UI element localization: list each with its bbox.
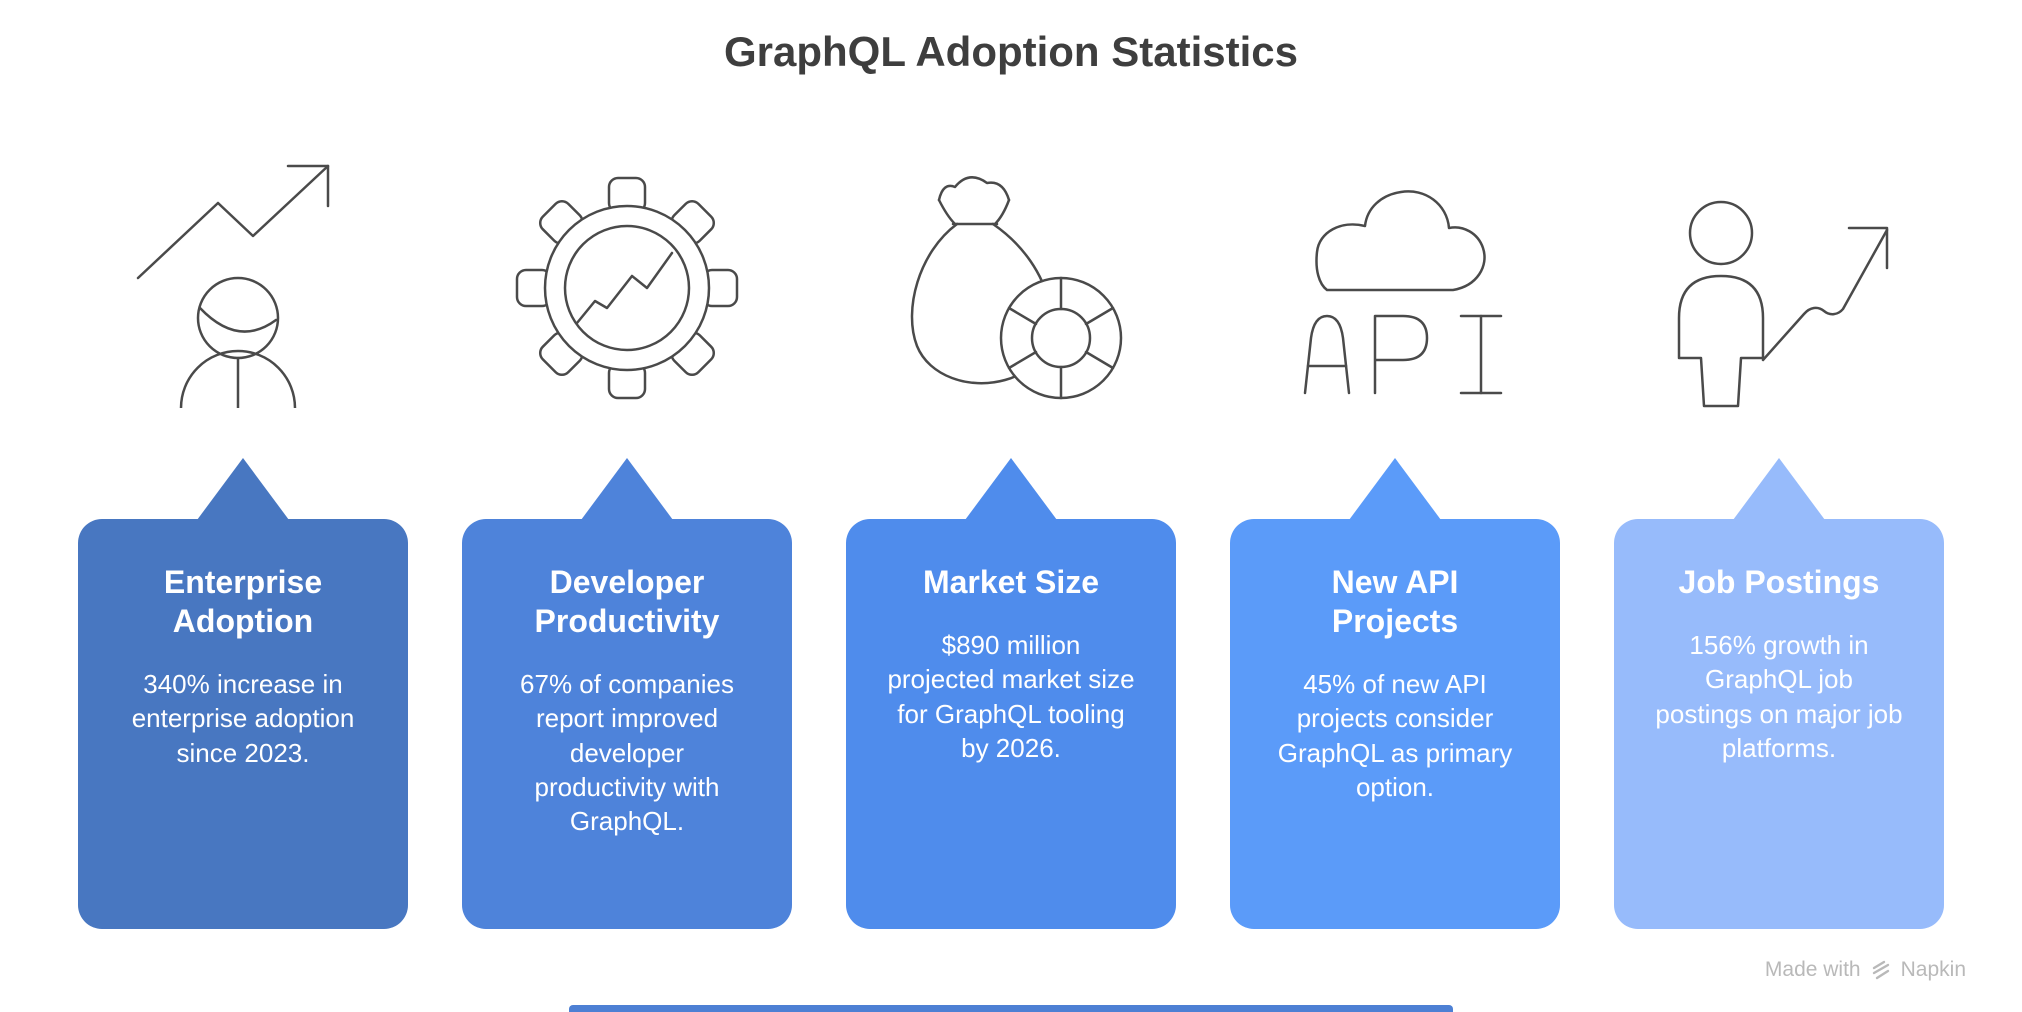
card-pointer [965,458,1057,520]
card-title: Enterprise Adoption [163,564,323,640]
watermark-prefix: Made with [1764,958,1861,981]
card-title: Job Postings [1678,564,1880,600]
card-body: 67% of companies report improved develop… [520,669,734,837]
napkin-watermark[interactable]: Made with Napkin [1765,958,1966,982]
stat-column-market-size: Market Size $890 million projected marke… [846,106,1176,929]
card-pointer [581,458,673,520]
watermark-brand: Napkin [1900,958,1966,981]
card-body: $890 million projected market size for G… [887,630,1135,763]
napkin-logo-icon [1869,958,1893,982]
stat-column-job-postings: Job Postings 156% growth in GraphQL job … [1614,106,1944,929]
person-growth-arrow-icon [1659,106,1899,458]
stat-card: Job Postings 156% growth in GraphQL job … [1614,519,1944,929]
card-pointer [1733,458,1825,520]
stat-card: Market Size $890 million projected marke… [846,519,1176,929]
card-pointer [197,458,289,520]
stat-card: Developer Productivity 67% of companies … [462,519,792,929]
money-bag-coin-icon [891,106,1131,458]
card-title: Developer Productivity [534,564,720,640]
page-title: GraphQL Adoption Statistics [723,28,1299,75]
card-title: New API Projects [1331,564,1459,640]
card-body: 340% increase in enterprise adoption sin… [131,669,355,768]
card-body: 45% of new API projects consider GraphQL… [1277,669,1513,802]
stat-column-enterprise-adoption: Enterprise Adoption 340% increase in ent… [78,106,408,929]
cloud-api-icon [1275,106,1515,458]
bottom-accent-bar [569,1005,1453,1012]
stat-column-developer-productivity: Developer Productivity 67% of companies … [462,106,792,929]
stat-card: New API Projects 45% of new API projects… [1230,519,1560,929]
stat-column-new-api-projects: New API Projects 45% of new API projects… [1230,106,1560,929]
card-pointer [1349,458,1441,520]
stat-columns: Enterprise Adoption 340% increase in ent… [0,106,2022,929]
gear-chart-icon [507,106,747,458]
card-body: 156% growth in GraphQL job postings on m… [1655,630,1903,763]
stat-card: Enterprise Adoption 340% increase in ent… [78,519,408,929]
growth-chart-person-icon [123,106,363,458]
card-title: Market Size [922,564,1100,600]
